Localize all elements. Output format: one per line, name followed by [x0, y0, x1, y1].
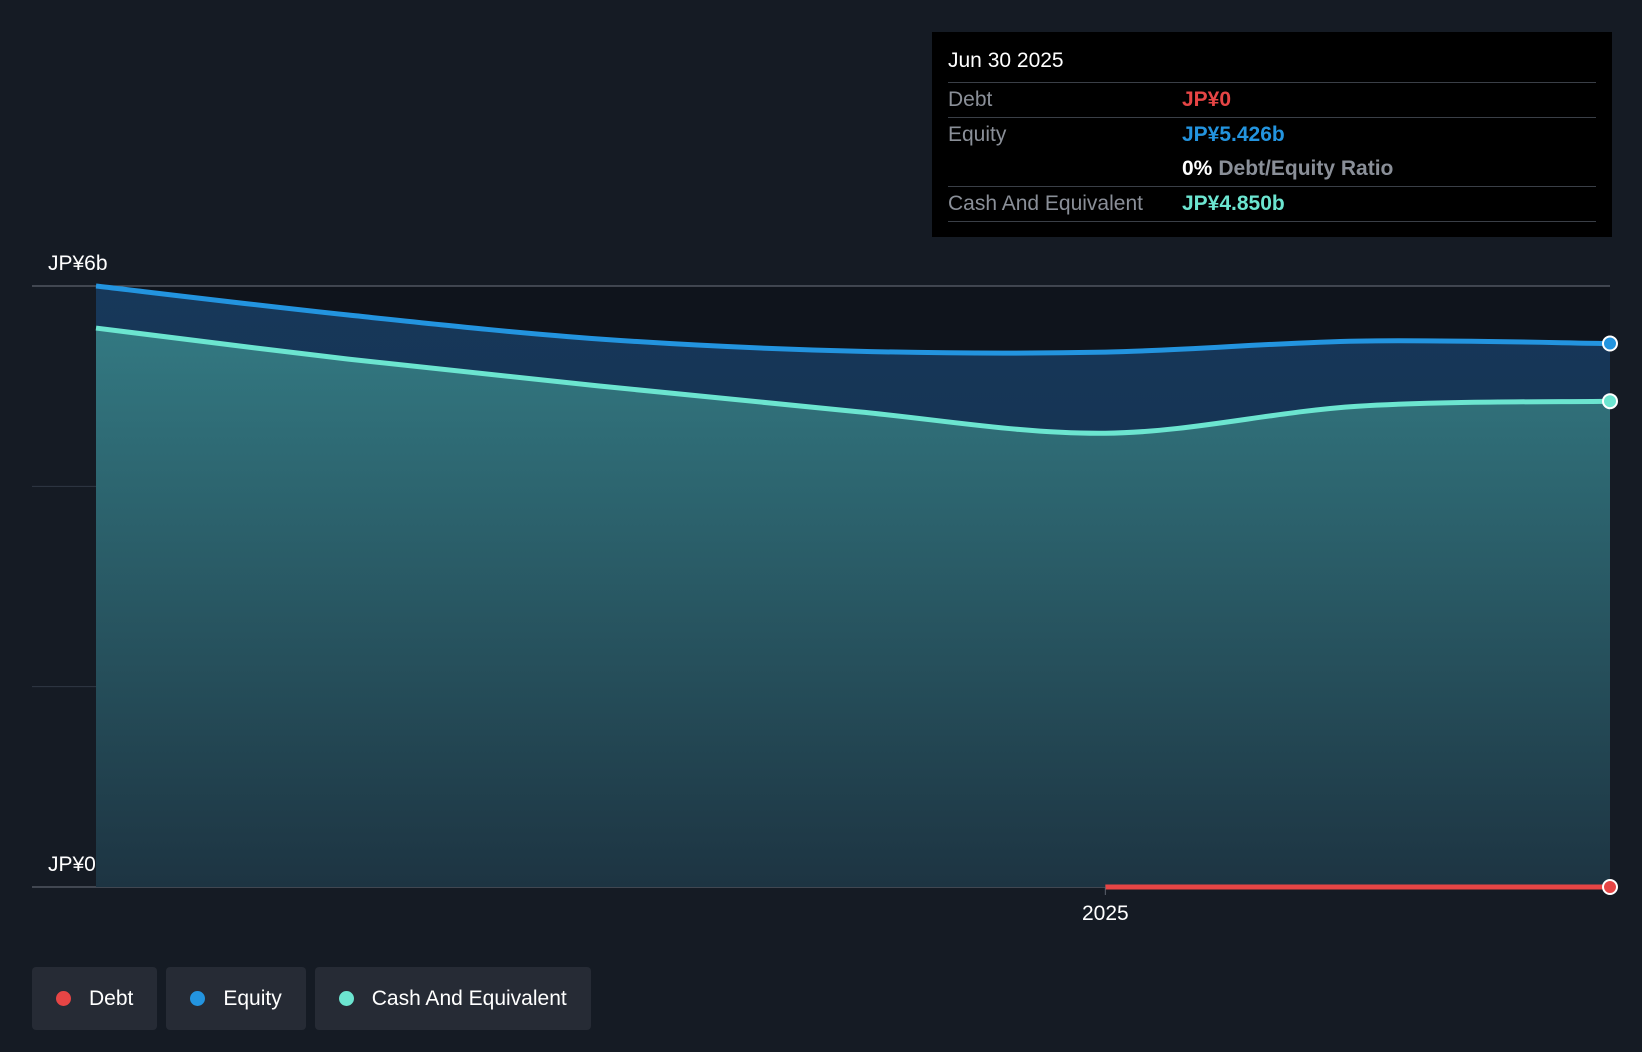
equity-line — [95, 283, 1611, 356]
legend-label-equity: Equity — [223, 986, 282, 1010]
tooltip-equity-value: JP¥5.426b — [1182, 123, 1285, 146]
legend-label-debt: Debt — [89, 986, 134, 1010]
tooltip-panel: Jun 30 2025 Debt JP¥0 Equity JP¥5.426b 0… — [932, 32, 1612, 237]
y-tick-label: JP¥6b — [48, 252, 108, 275]
tooltip-ratio-row: 0% Debt/Equity Ratio — [948, 152, 1596, 187]
cash-line — [95, 325, 1611, 436]
y-tick-label: JP¥0 — [48, 853, 96, 876]
tooltip-debt-label: Debt — [948, 88, 993, 111]
tooltip-cash-value: JP¥4.850b — [1182, 192, 1285, 215]
tooltip-equity-label: Equity — [948, 123, 1007, 146]
debt-end-marker — [1602, 879, 1618, 895]
tooltip-ratio-label: Debt/Equity Ratio — [1218, 157, 1394, 180]
legend-label-cash: Cash And Equivalent — [371, 986, 567, 1010]
cash-area — [96, 328, 1610, 887]
tooltip-date: Jun 30 2025 — [948, 46, 1596, 83]
legend-item-debt[interactable]: Debt — [32, 967, 158, 1030]
equity-end-marker — [1602, 335, 1618, 352]
legend-item-cash[interactable]: Cash And Equivalent — [314, 967, 591, 1030]
legend-item-equity[interactable]: Equity — [166, 967, 306, 1030]
tooltip-debt-row: Debt JP¥0 — [948, 83, 1596, 118]
equity-dot-icon — [190, 991, 206, 1006]
tooltip-equity-row: Equity JP¥5.426b — [948, 118, 1596, 152]
debt-dot-icon — [56, 991, 71, 1006]
cash-dot-icon — [338, 991, 354, 1006]
x-tick-label: 2025 — [1082, 902, 1129, 925]
tooltip-cash-row: Cash And Equivalent JP¥4.850b — [948, 187, 1596, 222]
tooltip-ratio-value: 0% — [1182, 157, 1213, 180]
tooltip-debt-value: JP¥0 — [1182, 88, 1232, 111]
chart-legend: Debt Equity Cash And Equivalent — [32, 967, 600, 1030]
cash-end-marker — [1602, 393, 1618, 410]
tooltip-cash-label: Cash And Equivalent — [948, 192, 1143, 215]
